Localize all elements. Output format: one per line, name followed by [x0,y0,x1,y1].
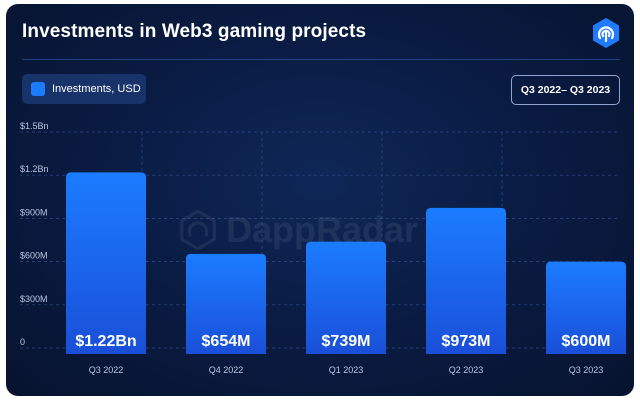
bar [426,207,506,354]
bar-chart: 0 $300M $600M $900M $1.2Bn $1.5Bn $1.22Bn Q3 20… [20,121,626,375]
x-tick-label: Q1 2023 [329,365,364,375]
dappradar-logo-icon [593,18,619,48]
y-tick-label: 0 [20,337,25,347]
bar-data-label: $973M [442,333,491,350]
chart-title: Investments in Web3 gaming projects [22,21,367,42]
bar-data-label: $1.22Bn [75,333,136,350]
bar-data-label: $600M [562,333,611,350]
x-tick-label: Q2 2023 [449,365,484,375]
bar [546,261,626,354]
legend-label: Investments, USD [52,83,141,95]
header-divider [22,59,620,60]
x-tick-label: Q3 2023 [569,365,604,375]
bar [306,241,386,354]
watermark-logo-icon [180,210,216,250]
y-tick-label: $1.2Bn [20,164,49,174]
legend-swatch [31,82,45,96]
bar [186,253,266,354]
chart-card: Investments in Web3 gaming projects Inve… [6,4,634,396]
y-tick-label: $1.5Bn [20,121,49,131]
x-tick-label: Q3 2022 [89,365,124,375]
bar [66,172,146,354]
date-range-button[interactable]: Q3 2022– Q3 2023 [511,75,620,105]
bar-data-label: $654M [202,333,251,350]
bar-data-label: $739M [322,333,371,350]
legend: Investments, USD [22,74,146,104]
y-tick-label: $300M [20,294,48,304]
y-tick-label: $600M [20,251,48,261]
x-tick-label: Q4 2022 [209,365,244,375]
y-tick-label: $900M [20,207,48,217]
